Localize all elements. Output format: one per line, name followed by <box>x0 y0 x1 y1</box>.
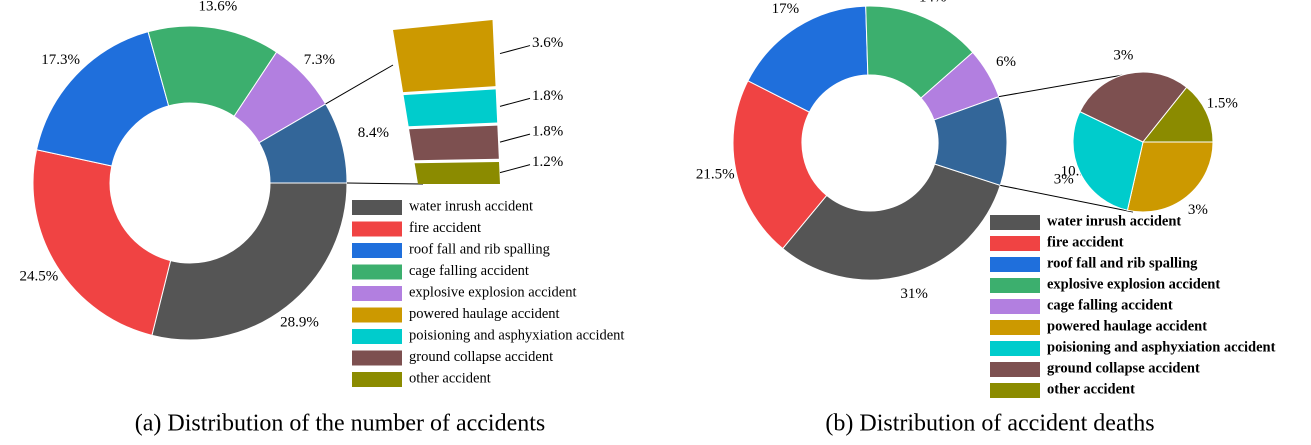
slice <box>747 5 869 113</box>
legend-label: roof fall and rib spalling <box>1047 255 1198 271</box>
connector <box>1000 184 1134 213</box>
legend-label: poisioning and asphyxiation accident <box>409 327 624 343</box>
legend-swatch <box>352 221 402 237</box>
leader <box>499 97 531 107</box>
bar-segment <box>409 125 499 161</box>
legend-label: cage falling accident <box>409 263 529 279</box>
value-label: 31% <box>900 286 928 302</box>
leader <box>499 45 531 55</box>
legend-label: poisioning and asphyxiation accident <box>1047 339 1276 355</box>
value-label: 1.8% <box>532 88 563 104</box>
slice <box>1079 71 1188 143</box>
slice <box>1072 110 1144 211</box>
legend-swatch <box>990 383 1040 398</box>
caption: (b) Distribution of accident deaths <box>825 411 1154 437</box>
caption: (a) Distribution of the number of accide… <box>135 411 546 437</box>
value-label: 3.6% <box>532 35 563 51</box>
value-label: 3% <box>1113 48 1133 64</box>
legend-swatch <box>990 341 1040 356</box>
value-label: 21.5% <box>696 166 735 182</box>
value-label: 17.3% <box>41 52 80 68</box>
legend-label: explosive explosion accident <box>409 284 577 300</box>
legend-swatch <box>990 215 1040 230</box>
slice <box>35 31 170 167</box>
value-label: 13.6% <box>198 0 237 15</box>
legend-swatch <box>352 350 402 366</box>
legend-label: other accident <box>409 370 491 386</box>
legend-label: explosive explosion accident <box>1047 276 1220 292</box>
legend-label: other accident <box>1047 381 1135 397</box>
legend-swatch <box>990 320 1040 335</box>
legend-swatch <box>352 264 402 280</box>
bar-segment <box>403 89 498 127</box>
legend-swatch <box>990 362 1040 377</box>
value-label: 1.5% <box>1207 95 1238 111</box>
legend-label: fire accident <box>1047 234 1124 250</box>
legend-label: powered haulage accident <box>409 306 560 322</box>
legend-label: cage falling accident <box>1047 297 1173 313</box>
legend-swatch <box>352 307 402 323</box>
value-label: 28.9% <box>280 315 319 331</box>
value-label: 3% <box>1188 202 1208 218</box>
legend-swatch <box>990 236 1040 251</box>
value-label: 8.4% <box>358 125 389 141</box>
legend-swatch <box>352 243 402 258</box>
legend-swatch <box>990 299 1040 314</box>
legend-swatch <box>352 286 402 301</box>
value-label: 3% <box>1054 172 1074 188</box>
legend-swatch <box>990 278 1040 293</box>
legend-swatch <box>352 329 402 344</box>
value-label: 24.5% <box>19 268 58 284</box>
slice <box>32 149 172 336</box>
legend-swatch <box>352 200 402 215</box>
bar-segment <box>393 20 496 93</box>
value-label: 14% <box>919 0 947 5</box>
connector <box>346 182 424 185</box>
slice <box>1126 141 1214 213</box>
legend-label: roof fall and rib spalling <box>409 241 550 257</box>
value-label: 6% <box>996 54 1016 70</box>
legend-label: water inrush accident <box>409 198 533 214</box>
value-label: 1.2% <box>532 154 563 170</box>
legend-label: fire accident <box>409 220 481 236</box>
legend-swatch <box>990 257 1040 272</box>
value-label: 17% <box>772 1 800 17</box>
legend-label: ground collapse accident <box>1047 360 1200 376</box>
leader <box>499 164 531 174</box>
slice <box>151 182 348 341</box>
slice <box>781 163 1001 281</box>
value-label: 1.8% <box>532 124 563 140</box>
connector <box>325 64 394 105</box>
bar-segment <box>414 161 500 184</box>
legend-label: water inrush accident <box>1047 213 1181 229</box>
legend-label: ground collapse accident <box>409 349 553 365</box>
legend-label: powered haulage accident <box>1047 318 1207 334</box>
connector <box>998 74 1124 98</box>
leader <box>499 133 531 143</box>
slice <box>1141 86 1214 143</box>
value-label: 7.3% <box>304 52 335 68</box>
slice <box>732 80 828 250</box>
legend-swatch <box>352 372 402 387</box>
